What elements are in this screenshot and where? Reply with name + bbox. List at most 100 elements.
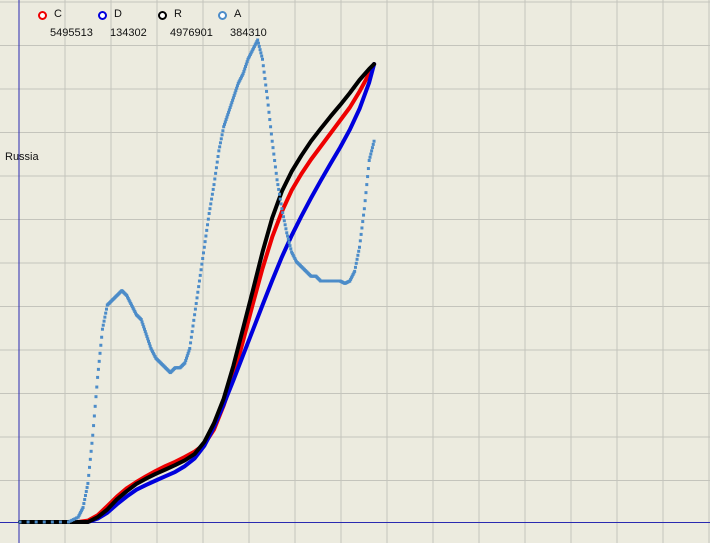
data-point — [288, 244, 292, 248]
data-point — [77, 514, 81, 518]
data-point — [366, 167, 370, 171]
series-line — [18, 62, 377, 524]
data-point — [189, 335, 193, 339]
data-point — [243, 67, 247, 71]
data-point — [271, 146, 275, 150]
data-point — [270, 139, 274, 143]
data-point — [231, 96, 235, 100]
legend-name: R — [174, 8, 182, 20]
data-point — [265, 89, 269, 93]
data-point — [215, 160, 219, 164]
legend-item-d[interactable]: D 134302 — [98, 8, 178, 48]
legend-item-c[interactable]: C 5495513 — [38, 8, 118, 48]
data-point — [79, 510, 83, 514]
data-point — [356, 253, 360, 257]
data-point — [26, 520, 30, 524]
data-point — [227, 108, 231, 112]
data-point — [185, 356, 189, 360]
data-point — [364, 191, 368, 195]
data-point — [127, 298, 131, 302]
data-point — [50, 520, 54, 524]
data-point — [362, 213, 366, 217]
data-point — [227, 110, 231, 114]
data-point — [194, 301, 198, 305]
data-point — [282, 215, 286, 219]
series-line — [18, 62, 377, 524]
data-point — [18, 520, 22, 524]
data-point — [83, 498, 87, 502]
data-point — [353, 269, 357, 273]
data-point — [80, 507, 84, 511]
data-point — [203, 240, 207, 244]
legend-item-a[interactable]: A 384310 — [218, 8, 298, 48]
data-point — [250, 49, 254, 53]
data-point — [197, 285, 201, 289]
data-point — [70, 518, 74, 522]
data-point — [216, 154, 220, 158]
data-point — [130, 303, 134, 307]
data-point — [190, 330, 194, 334]
data-point — [219, 137, 223, 141]
data-point — [98, 351, 102, 355]
data-point — [265, 96, 269, 100]
data-point — [261, 64, 265, 68]
data-point — [371, 142, 375, 146]
data-point — [99, 343, 103, 347]
data-point — [273, 165, 277, 169]
data-point — [246, 57, 250, 61]
data-point — [239, 75, 243, 79]
data-point — [145, 334, 149, 338]
legend-item-r[interactable]: R 4976901 — [158, 8, 238, 48]
data-point — [226, 113, 230, 117]
data-point — [280, 207, 284, 211]
data-point — [151, 350, 155, 354]
data-point — [283, 223, 287, 227]
data-point — [367, 159, 371, 162]
data-point — [101, 323, 105, 327]
data-point — [213, 177, 217, 181]
legend-name: D — [114, 8, 122, 20]
data-point — [224, 118, 228, 122]
legend-value: 4976901 — [170, 27, 213, 39]
data-point — [206, 223, 210, 227]
data-point — [104, 311, 108, 315]
data-point — [281, 211, 285, 215]
data-point — [241, 72, 245, 76]
data-point — [95, 385, 99, 389]
data-point — [68, 519, 72, 523]
data-point — [78, 512, 82, 516]
data-point — [75, 516, 79, 520]
data-point — [73, 517, 77, 521]
data-point — [58, 520, 62, 524]
data-point — [198, 273, 202, 277]
data-point — [234, 89, 238, 93]
data-point — [255, 40, 259, 44]
data-point — [229, 103, 233, 107]
data-point — [100, 335, 104, 339]
data-point — [351, 273, 355, 277]
data-point — [200, 262, 204, 266]
data-point — [153, 355, 157, 359]
data-point — [355, 257, 359, 261]
data-point — [199, 268, 203, 272]
data-point — [233, 91, 237, 95]
data-point — [357, 249, 361, 253]
data-point — [191, 324, 195, 328]
data-point — [185, 354, 189, 358]
data-point — [76, 515, 80, 519]
data-point — [86, 481, 90, 485]
series-layer — [18, 38, 377, 524]
data-point — [71, 518, 75, 522]
data-point — [201, 257, 205, 261]
data-point — [349, 276, 353, 280]
data-point — [289, 247, 293, 251]
data-point — [231, 98, 235, 102]
data-point — [186, 351, 190, 355]
data-point — [260, 54, 264, 58]
data-point — [365, 183, 369, 187]
data-point — [290, 250, 294, 254]
data-point — [214, 171, 218, 175]
data-point — [87, 473, 91, 477]
data-point — [262, 70, 266, 74]
